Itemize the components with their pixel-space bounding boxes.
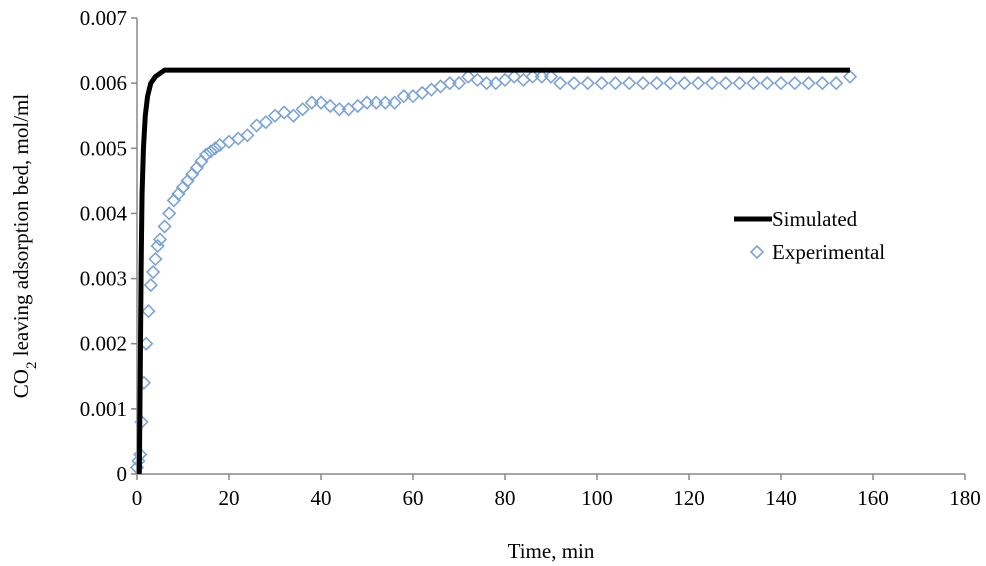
- experimental-point: [608, 76, 623, 91]
- legend: Simulated Experimental: [734, 207, 885, 264]
- x-tick-label: 60: [403, 486, 424, 510]
- experimental-point: [208, 141, 223, 156]
- experimental-point: [760, 76, 775, 91]
- x-tick-label: 100: [581, 486, 613, 510]
- experimental-point: [332, 102, 347, 117]
- experimental-point: [286, 108, 301, 123]
- experimental-point: [258, 115, 273, 130]
- experimental-point: [773, 76, 789, 91]
- experimental-point: [580, 76, 595, 91]
- experimental-point: [198, 147, 214, 162]
- plot-series: [129, 67, 858, 475]
- experimental-point: [387, 95, 402, 110]
- experimental-point: [732, 76, 747, 91]
- x-ticks: 0 20 40 60 80 100 120 140 160 180: [132, 474, 981, 510]
- experimental-point: [141, 304, 156, 319]
- x-tick-label: 80: [495, 486, 516, 510]
- y-axis-title: CO2 leaving adsorption bed, mol/ml: [9, 94, 40, 399]
- experimental-point: [525, 69, 540, 84]
- y-tick-label: 0.002: [80, 332, 127, 356]
- experimental-point: [553, 76, 568, 91]
- experimental-point: [145, 264, 161, 280]
- experimental-point: [746, 76, 761, 91]
- y-tick-label: 0.005: [80, 136, 127, 160]
- experimental-point: [622, 76, 637, 91]
- x-tick-label: 20: [219, 486, 240, 510]
- experimental-point: [396, 89, 411, 104]
- x-tick-label: 40: [311, 486, 332, 510]
- x-tick-label: 180: [949, 486, 981, 510]
- experimental-point: [829, 76, 844, 91]
- experimental-point: [691, 76, 706, 91]
- experimental-point: [663, 76, 678, 91]
- experimental-point: [359, 95, 375, 110]
- y-tick-label: 0.006: [80, 71, 127, 95]
- x-tick-label: 140: [765, 486, 797, 510]
- experimental-point: [323, 98, 338, 114]
- legend-experimental-label: Experimental: [772, 240, 885, 264]
- experimental-point: [304, 95, 319, 110]
- simulated-line: [136, 67, 850, 475]
- y-tick-label: 0.007: [80, 6, 127, 30]
- legend-experimental-swatch: [749, 244, 765, 260]
- experimental-point: [378, 95, 393, 110]
- experimental-point: [649, 76, 664, 91]
- experimental-point: [150, 238, 165, 254]
- experimental-point: [442, 76, 457, 91]
- experimental-point: [842, 69, 858, 84]
- experimental-point: [815, 76, 830, 91]
- experimental-point: [152, 232, 168, 247]
- experimental-point: [543, 69, 559, 84]
- experimental-point: [240, 128, 255, 143]
- experimental-point: [369, 95, 384, 110]
- experimental-point: [635, 76, 651, 91]
- series-experimental: [129, 69, 858, 475]
- experimental-point: [566, 76, 582, 91]
- axes: [136, 18, 965, 475]
- y-axis-title-rest: leaving adsorption bed, mol/ml: [9, 94, 33, 362]
- y-ticks: 0 0.001 0.002 0.003 0.004 0.005 0.006 0.007: [80, 6, 137, 486]
- y-axis-title-subscript: 2: [24, 362, 40, 370]
- y-tick-label: 0.004: [80, 201, 128, 225]
- x-tick-label: 160: [857, 486, 889, 510]
- x-tick-label: 120: [673, 486, 705, 510]
- y-axis-title-main: CO: [9, 369, 33, 398]
- y-tick-label: 0.003: [80, 267, 127, 291]
- experimental-point: [594, 76, 609, 91]
- legend-simulated-label: Simulated: [772, 207, 858, 231]
- experimental-point: [801, 76, 816, 91]
- experimental-point: [534, 69, 549, 84]
- experimental-point: [507, 69, 522, 84]
- experimental-point: [787, 76, 802, 91]
- experimental-point: [479, 76, 494, 91]
- experimental-point: [677, 76, 692, 91]
- experimental-point: [162, 206, 177, 221]
- x-axis-title: Time, min: [508, 539, 595, 563]
- y-tick-label: 0: [117, 462, 128, 486]
- experimental-point: [148, 251, 163, 267]
- x-tick-label: 0: [132, 486, 143, 510]
- experimental-point: [143, 277, 158, 293]
- experimental-point: [295, 102, 310, 117]
- experimental-point: [277, 105, 292, 120]
- y-tick-label: 0.001: [80, 397, 127, 421]
- experimental-point: [313, 95, 329, 110]
- experimental-point: [470, 72, 485, 88]
- experimental-point: [203, 144, 218, 159]
- experimental-point: [451, 76, 467, 91]
- experimental-point: [704, 76, 720, 91]
- experimental-point: [157, 219, 172, 234]
- experimental-point: [461, 69, 476, 84]
- experimental-point: [718, 76, 733, 91]
